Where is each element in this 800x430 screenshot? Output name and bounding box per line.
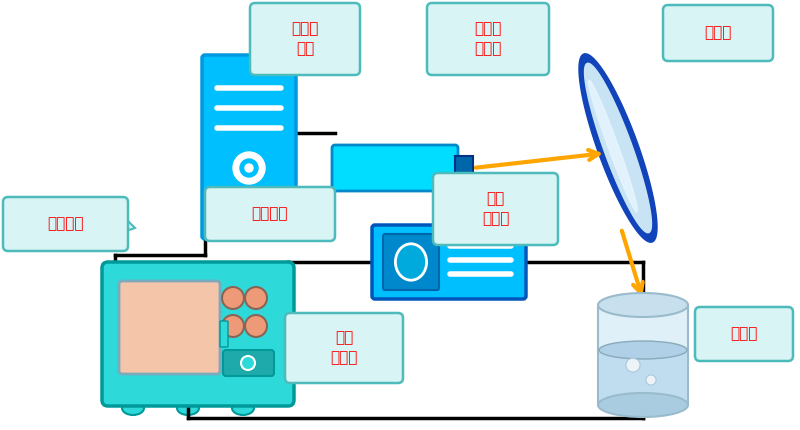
Ellipse shape bbox=[177, 401, 199, 415]
FancyBboxPatch shape bbox=[433, 173, 558, 245]
FancyBboxPatch shape bbox=[223, 350, 274, 376]
Ellipse shape bbox=[395, 244, 426, 280]
Text: 反应池: 反应池 bbox=[730, 326, 758, 341]
Text: 激光器
主机: 激光器 主机 bbox=[291, 22, 318, 56]
Circle shape bbox=[646, 375, 656, 385]
FancyBboxPatch shape bbox=[332, 145, 458, 191]
Polygon shape bbox=[462, 240, 506, 242]
FancyBboxPatch shape bbox=[663, 5, 773, 61]
FancyBboxPatch shape bbox=[220, 321, 228, 347]
Circle shape bbox=[240, 159, 258, 177]
FancyBboxPatch shape bbox=[599, 350, 687, 404]
FancyBboxPatch shape bbox=[102, 262, 294, 406]
Ellipse shape bbox=[599, 341, 687, 359]
FancyBboxPatch shape bbox=[3, 197, 128, 251]
Text: 反光镜: 反光镜 bbox=[704, 25, 732, 40]
Circle shape bbox=[626, 358, 640, 372]
FancyBboxPatch shape bbox=[119, 281, 220, 374]
Text: 数字
示波器: 数字 示波器 bbox=[330, 331, 358, 366]
Polygon shape bbox=[589, 80, 638, 212]
FancyBboxPatch shape bbox=[372, 225, 526, 299]
Circle shape bbox=[233, 152, 265, 184]
FancyBboxPatch shape bbox=[205, 187, 335, 241]
Text: 样品信号: 样品信号 bbox=[252, 206, 288, 221]
Text: 前置
放大器: 前置 放大器 bbox=[482, 192, 509, 227]
Ellipse shape bbox=[122, 401, 144, 415]
Text: 参比信号: 参比信号 bbox=[47, 216, 84, 231]
Circle shape bbox=[222, 287, 244, 309]
FancyBboxPatch shape bbox=[285, 313, 403, 383]
Polygon shape bbox=[585, 63, 651, 233]
Polygon shape bbox=[579, 54, 657, 242]
FancyBboxPatch shape bbox=[427, 3, 549, 75]
Text: 激光器
出光口: 激光器 出光口 bbox=[474, 22, 502, 56]
FancyBboxPatch shape bbox=[383, 234, 439, 290]
FancyBboxPatch shape bbox=[695, 307, 793, 361]
FancyBboxPatch shape bbox=[598, 305, 688, 405]
FancyBboxPatch shape bbox=[202, 55, 296, 239]
Circle shape bbox=[245, 287, 267, 309]
Circle shape bbox=[222, 315, 244, 337]
Ellipse shape bbox=[598, 393, 688, 417]
Ellipse shape bbox=[598, 293, 688, 317]
Circle shape bbox=[245, 315, 267, 337]
Polygon shape bbox=[123, 216, 135, 232]
Polygon shape bbox=[685, 56, 728, 58]
Circle shape bbox=[241, 356, 255, 370]
FancyBboxPatch shape bbox=[250, 3, 360, 75]
Circle shape bbox=[245, 164, 253, 172]
FancyBboxPatch shape bbox=[455, 156, 473, 180]
Polygon shape bbox=[282, 68, 315, 70]
Circle shape bbox=[245, 194, 253, 202]
Ellipse shape bbox=[232, 401, 254, 415]
Circle shape bbox=[241, 190, 257, 206]
